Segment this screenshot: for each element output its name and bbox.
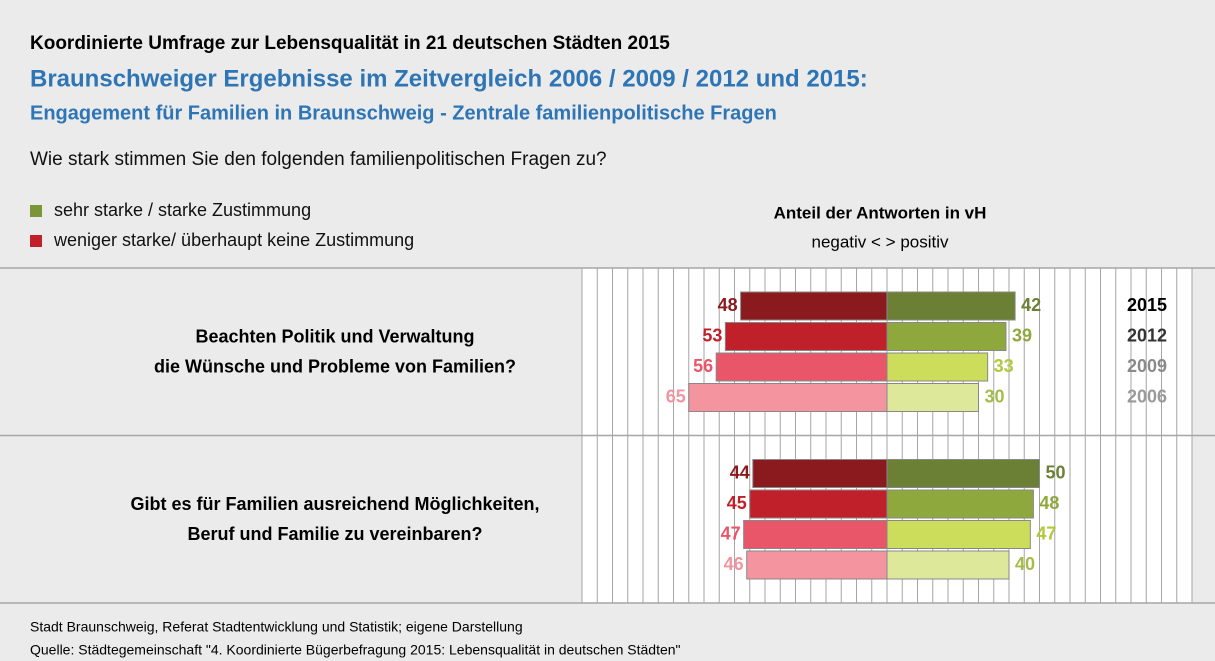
legend-label: sehr starke / starke Zustimmung: [54, 200, 311, 220]
chart-title: Braunschweiger Ergebnisse im Zeitverglei…: [30, 65, 868, 92]
category-label: die Wünsche und Probleme von Familien?: [154, 357, 516, 377]
negative-value-label: 65: [666, 386, 686, 406]
legend-swatch: [30, 235, 42, 247]
year-label: 2006: [1127, 386, 1167, 406]
negative-bar: [740, 291, 888, 321]
legend-label: weniger starke/ überhaupt keine Zustimmu…: [53, 230, 414, 250]
positive-value-label: 39: [1012, 325, 1032, 345]
positive-bar: [886, 520, 1031, 549]
positive-bar: [886, 459, 1040, 488]
positive-value-label: 47: [1036, 523, 1056, 543]
legend-swatch: [30, 205, 42, 217]
negative-value-label: 48: [718, 295, 738, 315]
negative-value-label: 56: [693, 356, 713, 376]
positive-bar: [886, 383, 979, 412]
footer: Quelle: Städtegemeinschaft "4. Koordinie…: [30, 642, 681, 658]
negative-value-label: 53: [702, 325, 722, 345]
axis-subtitle: negativ < > positiv: [811, 232, 949, 251]
negative-bar: [724, 322, 888, 351]
category-label: Beachten Politik und Verwaltung: [195, 327, 474, 347]
negative-value-label: 47: [721, 523, 741, 543]
negative-bar: [749, 489, 888, 519]
positive-value-label: 30: [985, 386, 1005, 406]
category-label: Beruf und Familie zu vereinbaren?: [187, 524, 482, 544]
footer: Stadt Braunschweig, Referat Stadtentwick…: [30, 619, 523, 635]
positive-bar: [886, 291, 1016, 321]
category-label: Gibt es für Familien ausreichend Möglich…: [130, 494, 539, 514]
positive-value-label: 48: [1039, 493, 1059, 513]
positive-value-label: 33: [994, 356, 1014, 376]
axis-title: Anteil der Antworten in vH: [774, 203, 987, 222]
negative-bar: [752, 459, 888, 488]
negative-bar: [746, 550, 888, 580]
positive-bar: [886, 550, 1010, 580]
positive-bar: [886, 352, 989, 382]
negative-bar: [743, 520, 888, 549]
negative-bar: [715, 352, 888, 382]
heading: Koordinierte Umfrage zur Lebensqualität …: [30, 33, 670, 54]
positive-value-label: 50: [1046, 462, 1066, 482]
year-label: 2015: [1127, 295, 1167, 315]
positive-value-label: 42: [1021, 295, 1041, 315]
negative-bar: [688, 383, 888, 412]
negative-value-label: 44: [730, 462, 750, 482]
negative-value-label: 45: [727, 493, 747, 513]
negative-value-label: 46: [724, 554, 744, 574]
positive-value-label: 40: [1015, 554, 1035, 574]
year-label: 2012: [1127, 325, 1167, 345]
year-label: 2009: [1127, 356, 1167, 376]
positive-bar: [886, 489, 1034, 519]
positive-bar: [886, 322, 1007, 351]
question: Wie stark stimmen Sie den folgenden fami…: [30, 149, 607, 170]
chart-subtitle: Engagement für Familien in Braunschweig …: [30, 102, 777, 124]
